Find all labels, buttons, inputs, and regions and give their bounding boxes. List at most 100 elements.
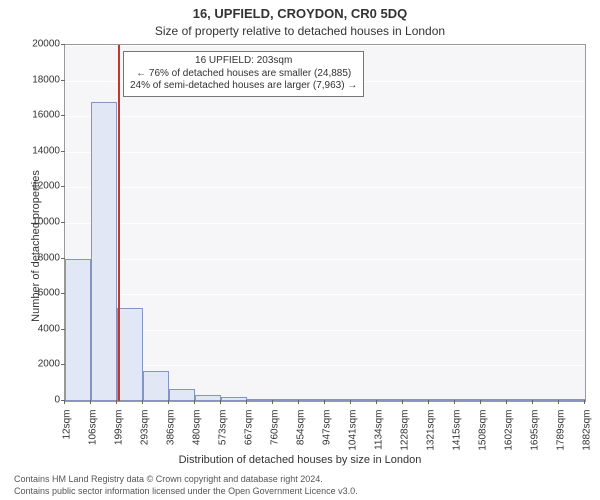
x-tick-mark (428, 400, 429, 404)
gridline (65, 187, 585, 188)
histogram-bar (455, 399, 481, 401)
histogram-bar (351, 399, 377, 401)
x-tick-mark (220, 400, 221, 404)
x-tick-label: 1882sqm (582, 410, 593, 470)
histogram-bar (91, 102, 117, 401)
x-tick-label: 573sqm (218, 410, 229, 470)
x-tick-mark (142, 400, 143, 404)
y-tick-mark (61, 151, 65, 152)
chart-title: 16, UPFIELD, CROYDON, CR0 5DQ (0, 6, 600, 21)
x-tick-mark (480, 400, 481, 404)
y-tick-mark (61, 44, 65, 45)
gridline (65, 152, 585, 153)
y-tick-label: 14000 (10, 145, 60, 156)
x-tick-mark (116, 400, 117, 404)
x-tick-label: 667sqm (244, 410, 255, 470)
gridline (65, 116, 585, 117)
x-tick-mark (168, 400, 169, 404)
x-tick-mark (298, 400, 299, 404)
x-tick-label: 1508sqm (478, 410, 489, 470)
y-tick-mark (61, 258, 65, 259)
x-tick-mark (350, 400, 351, 404)
x-tick-mark (506, 400, 507, 404)
histogram-bar (247, 399, 273, 401)
x-tick-label: 1228sqm (400, 410, 411, 470)
y-tick-mark (61, 222, 65, 223)
histogram-bar (533, 399, 559, 401)
histogram-bar (65, 259, 91, 401)
footer-line-1: Contains HM Land Registry data © Crown c… (14, 474, 323, 484)
x-tick-label: 12sqm (62, 410, 73, 470)
histogram-bar (403, 399, 429, 401)
x-tick-mark (558, 400, 559, 404)
x-tick-mark (90, 400, 91, 404)
footer-line-2: Contains public sector information licen… (14, 486, 358, 496)
y-tick-label: 16000 (10, 110, 60, 121)
y-tick-label: 12000 (10, 181, 60, 192)
x-tick-label: 480sqm (192, 410, 203, 470)
histogram-bar (299, 399, 325, 401)
gridline (65, 45, 585, 46)
y-tick-mark (61, 186, 65, 187)
y-tick-label: 20000 (10, 39, 60, 50)
histogram-bar (481, 399, 507, 401)
x-tick-mark (584, 400, 585, 404)
histogram-bar (195, 395, 221, 401)
x-tick-mark (272, 400, 273, 404)
x-tick-mark (376, 400, 377, 404)
x-tick-label: 854sqm (296, 410, 307, 470)
annotation-line1: 16 UPFIELD: 203sqm (130, 55, 357, 68)
x-tick-label: 1134sqm (374, 410, 385, 470)
x-tick-label: 1695sqm (530, 410, 541, 470)
x-tick-mark (532, 400, 533, 404)
gridline (65, 294, 585, 295)
chart-subtitle: Size of property relative to detached ho… (0, 24, 600, 38)
histogram-bar (169, 389, 195, 401)
x-tick-label: 199sqm (114, 410, 125, 470)
histogram-bar (429, 399, 455, 401)
x-tick-label: 947sqm (322, 410, 333, 470)
annotation-line2: ← 76% of detached houses are smaller (24… (130, 68, 357, 81)
x-tick-label: 293sqm (140, 410, 151, 470)
histogram-bar (273, 399, 299, 401)
annotation-box: 16 UPFIELD: 203sqm ← 76% of detached hou… (123, 51, 364, 97)
y-tick-mark (61, 80, 65, 81)
x-tick-label: 1321sqm (426, 410, 437, 470)
x-tick-mark (324, 400, 325, 404)
x-tick-label: 1415sqm (452, 410, 463, 470)
y-tick-mark (61, 115, 65, 116)
plot-area: 16 UPFIELD: 203sqm ← 76% of detached hou… (64, 44, 586, 402)
x-tick-label: 1789sqm (556, 410, 567, 470)
histogram-bar (117, 308, 143, 401)
histogram-bar (143, 371, 169, 401)
x-tick-label: 1602sqm (504, 410, 515, 470)
marker-line (118, 45, 120, 401)
gridline (65, 223, 585, 224)
histogram-bar (221, 397, 247, 401)
x-tick-label: 1041sqm (348, 410, 359, 470)
y-tick-label: 10000 (10, 217, 60, 228)
x-tick-mark (402, 400, 403, 404)
y-tick-mark (61, 329, 65, 330)
x-tick-label: 386sqm (166, 410, 177, 470)
y-tick-label: 8000 (10, 252, 60, 263)
x-tick-mark (64, 400, 65, 404)
y-tick-label: 4000 (10, 323, 60, 334)
histogram-bar (559, 399, 585, 401)
chart-page: 16, UPFIELD, CROYDON, CR0 5DQ Size of pr… (0, 0, 600, 500)
y-tick-label: 2000 (10, 359, 60, 370)
y-tick-mark (61, 364, 65, 365)
y-tick-label: 0 (10, 395, 60, 406)
y-tick-label: 18000 (10, 74, 60, 85)
histogram-bar (325, 399, 351, 401)
x-tick-label: 106sqm (88, 410, 99, 470)
annotation-line3: 24% of semi-detached houses are larger (… (130, 80, 357, 93)
x-tick-mark (246, 400, 247, 404)
gridline (65, 259, 585, 260)
histogram-bar (377, 399, 403, 401)
y-tick-mark (61, 293, 65, 294)
x-tick-mark (454, 400, 455, 404)
y-tick-label: 6000 (10, 288, 60, 299)
histogram-bar (507, 399, 533, 401)
x-tick-mark (194, 400, 195, 404)
